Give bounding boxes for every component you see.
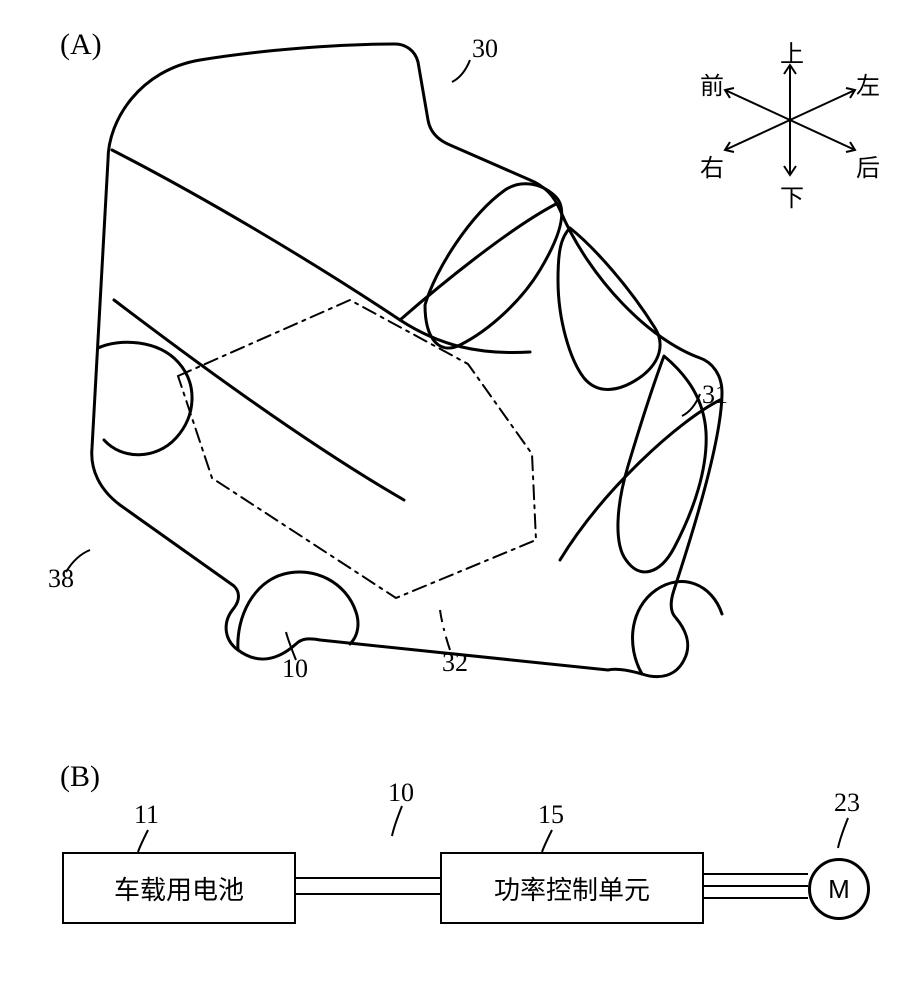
car-body (92, 44, 722, 677)
battery-pan (178, 300, 536, 598)
ref-10-b: 10 (388, 778, 414, 808)
pcu-block: 功率控制单元 (440, 852, 704, 924)
ref-30: 30 (472, 34, 498, 64)
ref-31: 31 (702, 380, 728, 410)
leaders-a (66, 60, 700, 660)
axis-up: 上 (780, 34, 804, 69)
axis-front: 前 (700, 66, 724, 101)
motor-block-label: M (828, 874, 850, 905)
battery-block: 车载用电池 (62, 852, 296, 924)
ref-38: 38 (48, 564, 74, 594)
axis-down: 下 (780, 178, 804, 213)
ref-32: 32 (442, 648, 468, 678)
axis-right: 右 (700, 148, 724, 183)
axis-left: 左 (856, 66, 880, 101)
pcu-block-label: 功率控制单元 (494, 870, 650, 907)
axis-back: 后 (856, 148, 880, 183)
ref-15: 15 (538, 800, 564, 830)
figure-svg (0, 0, 906, 1000)
motor-block: M (808, 858, 870, 920)
ref-11: 11 (134, 800, 159, 830)
battery-block-label: 车载用电池 (114, 870, 244, 907)
leaders-b (138, 806, 848, 852)
ref-10-a: 10 (282, 654, 308, 684)
orientation-axis (725, 65, 855, 175)
ref-23: 23 (834, 788, 860, 818)
